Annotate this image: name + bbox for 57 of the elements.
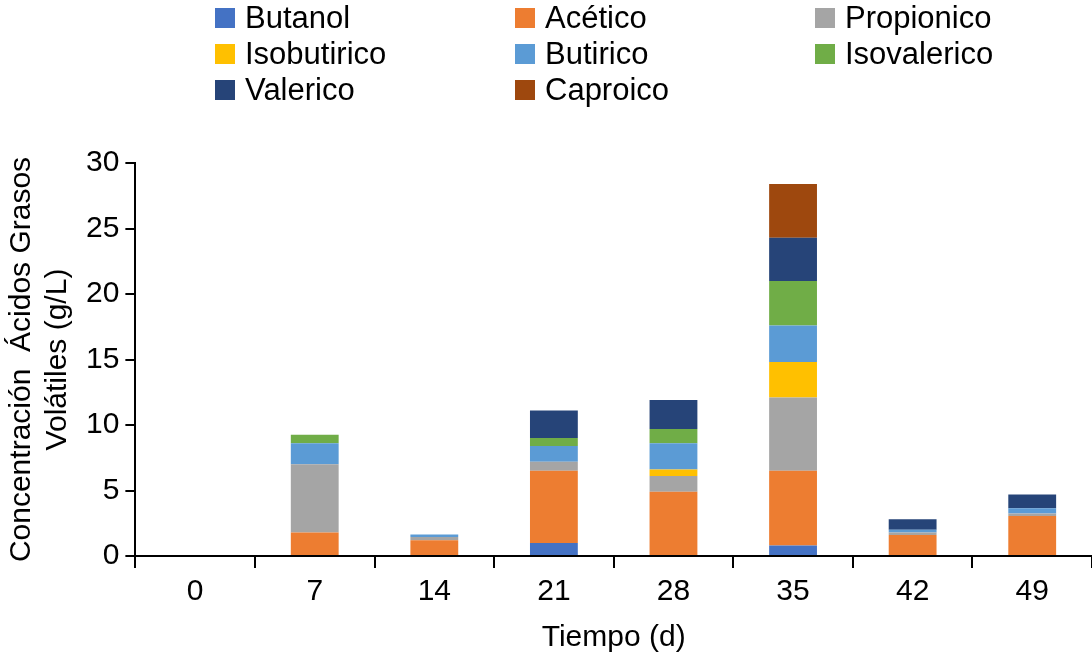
- bar: [769, 545, 817, 555]
- bar: [290, 434, 339, 444]
- x-tick-label: 14: [417, 573, 451, 607]
- bar: [888, 519, 937, 530]
- y-axis-title: Concentración Ácidos Grasos Volátiles (g/L): [3, 156, 73, 563]
- y-tick-label: 25: [85, 209, 120, 243]
- bar: [529, 461, 578, 471]
- bar: [1008, 516, 1057, 555]
- bar: [649, 443, 698, 470]
- bar: [290, 532, 339, 555]
- bar: [649, 428, 698, 444]
- bar: [410, 537, 459, 541]
- bar: [1008, 508, 1057, 514]
- y-tick-label: 30: [85, 144, 120, 178]
- bar: [649, 469, 698, 477]
- bar: [649, 400, 698, 429]
- bar: [888, 535, 937, 555]
- legend-label: Acético: [545, 0, 647, 36]
- bar: [769, 362, 817, 398]
- bar: [290, 443, 339, 465]
- x-tick-label: 7: [306, 573, 324, 607]
- x-tick-label: 21: [537, 573, 571, 607]
- bar: [769, 280, 817, 326]
- y-tick-label: 0: [102, 537, 120, 571]
- bar: [529, 410, 578, 439]
- legend-label: Caproico: [545, 72, 670, 108]
- bar: [769, 237, 817, 281]
- x-tick-label: 0: [186, 573, 204, 607]
- bar: [410, 540, 459, 555]
- bar: [529, 470, 578, 543]
- bar: [649, 491, 698, 555]
- y-tick-label: 5: [102, 471, 120, 505]
- legend-label: Propionico: [845, 0, 992, 36]
- legend-label: Isobutirico: [245, 36, 387, 72]
- y-tick-label: 10: [85, 406, 120, 440]
- legend-label: Valerico: [245, 72, 355, 108]
- bar: [290, 464, 339, 533]
- legend-label: Butirico: [545, 36, 649, 72]
- x-axis-title: Tiempo (d): [541, 619, 686, 653]
- bar: [529, 438, 578, 446]
- x-tick-label: 28: [656, 573, 691, 607]
- legend-label: Butanol: [245, 0, 351, 36]
- bar: [769, 470, 817, 546]
- bar: [649, 476, 698, 492]
- y-tick-label: 15: [85, 340, 120, 374]
- y-tick-label: 20: [85, 275, 120, 309]
- x-tick-label: 49: [1015, 573, 1049, 607]
- x-tick-label: 42: [895, 573, 930, 607]
- legend-label: Isovalerico: [845, 36, 994, 72]
- bar: [1008, 513, 1057, 517]
- bar: [769, 325, 817, 363]
- x-tick-label: 35: [776, 573, 810, 607]
- bar: [769, 397, 817, 471]
- bar: [529, 445, 578, 462]
- bar: [1008, 494, 1057, 509]
- bar: [529, 542, 578, 555]
- bar: [769, 183, 817, 238]
